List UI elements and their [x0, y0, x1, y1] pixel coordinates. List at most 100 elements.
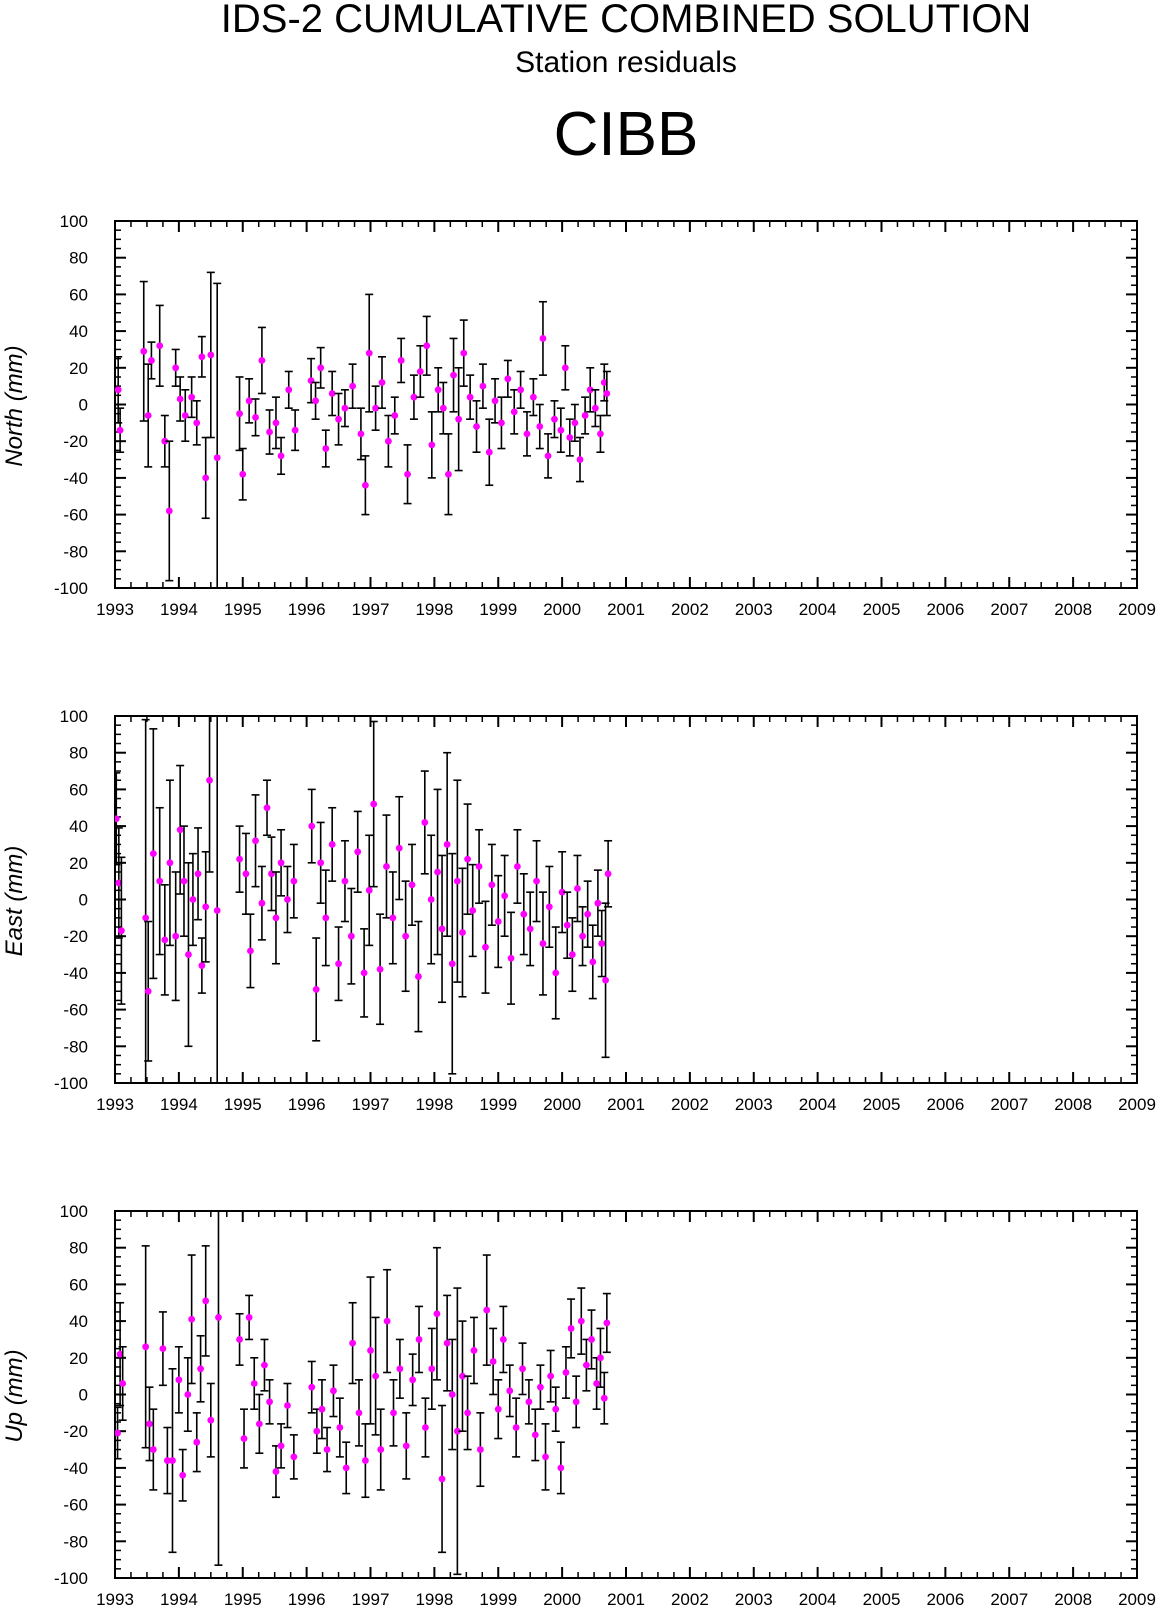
up-x-tick-label: 2009	[1118, 1590, 1156, 1609]
east-data-point	[277, 859, 285, 867]
up-data-point	[562, 1369, 570, 1376]
east-data-point	[166, 859, 174, 867]
east-data-point	[598, 940, 606, 947]
east-data-point	[408, 881, 416, 889]
east-data-point	[365, 886, 373, 894]
up-data-point	[336, 1424, 344, 1431]
up-data-point	[250, 1380, 258, 1387]
up-x-tick-label: 2003	[735, 1590, 773, 1609]
east-data-point	[459, 929, 466, 936]
up-data-point	[330, 1387, 337, 1395]
north-data-point	[479, 382, 487, 390]
north-data-point	[181, 412, 189, 419]
east-x-tick-label: 2006	[926, 1095, 964, 1114]
east-x-tick-label: 1993	[96, 1095, 134, 1114]
north-data-point	[116, 426, 124, 434]
east-data-point	[482, 943, 489, 951]
up-data-point	[261, 1361, 268, 1369]
north-data-point	[140, 347, 148, 355]
north-data-point	[566, 434, 574, 441]
east-data-point	[443, 841, 451, 848]
north-data-point	[335, 415, 342, 423]
east-data-point	[370, 800, 378, 808]
north-data-point	[491, 397, 499, 405]
up-y-tick-label: -60	[63, 1496, 88, 1515]
east-y-tick-label: 0	[79, 891, 88, 910]
north-data-point	[161, 437, 169, 445]
up-data-point	[277, 1442, 285, 1450]
up-data-point	[572, 1398, 580, 1406]
north-x-tick-label: 1997	[352, 600, 390, 619]
east-x-tick-label: 1995	[224, 1095, 262, 1114]
up-data-point	[494, 1405, 502, 1413]
north-data-point	[603, 390, 611, 397]
east-x-tick-label: 2003	[735, 1095, 773, 1114]
north-data-point	[504, 375, 512, 383]
up-data-point	[361, 1457, 369, 1464]
east-data-point	[539, 940, 547, 947]
up-data-point	[506, 1387, 514, 1395]
up-data-point	[159, 1345, 167, 1353]
north-data-point	[473, 423, 480, 430]
east-series	[115, 716, 613, 1083]
north-data-point	[576, 456, 584, 463]
up-plot-frame	[114, 1210, 1138, 1579]
east-data-point	[520, 910, 528, 918]
east-data-point	[242, 870, 250, 878]
north-data-point	[322, 445, 330, 452]
up-data-point	[577, 1317, 585, 1325]
up-data-point	[567, 1325, 575, 1332]
east-data-point	[335, 960, 342, 968]
north-data-point	[176, 395, 184, 403]
up-data-point	[552, 1405, 560, 1413]
north-y-tick-label: -20	[63, 432, 88, 451]
up-data-point	[188, 1315, 196, 1323]
north-y-tick-label: 60	[69, 285, 88, 304]
up-data-point	[367, 1347, 374, 1354]
up-data-point	[215, 1314, 222, 1321]
east-data-point	[189, 896, 197, 903]
east-data-point	[501, 892, 509, 900]
east-data-point	[602, 976, 609, 984]
north-data-point	[144, 412, 152, 419]
east-data-point	[161, 936, 169, 944]
east-x-tick-label: 2000	[543, 1095, 581, 1114]
east-data-point	[594, 899, 602, 907]
north-series	[115, 271, 611, 588]
east-data-point	[427, 896, 435, 903]
east-x-tick-label: 2004	[799, 1095, 837, 1114]
east-data-point	[389, 914, 397, 922]
up-data-point	[547, 1372, 555, 1380]
north-data-point	[291, 426, 299, 434]
up-data-point	[149, 1446, 157, 1453]
north-data-point	[193, 419, 201, 427]
up-y-tick-label: 80	[69, 1239, 88, 1258]
north-x-tick-label: 2006	[926, 600, 964, 619]
up-x-tick-label: 1993	[96, 1590, 134, 1609]
up-x-tick-label: 1996	[288, 1590, 326, 1609]
up-data-point	[179, 1471, 187, 1479]
up-data-point	[428, 1365, 436, 1373]
up-data-point	[207, 1416, 215, 1424]
figure-title: IDS-2 CUMULATIVE COMBINED SOLUTION	[221, 0, 1031, 41]
north-data-point	[557, 426, 565, 434]
up-data-point	[415, 1336, 423, 1343]
east-data-point	[317, 859, 325, 867]
up-data-point	[499, 1336, 507, 1343]
up-data-point	[290, 1453, 298, 1461]
east-data-point	[272, 914, 280, 922]
east-data-point	[579, 932, 586, 940]
north-data-point	[544, 452, 552, 460]
east-data-point	[558, 888, 566, 896]
east-y-tick-label: -100	[54, 1074, 88, 1093]
up-data-point	[313, 1427, 321, 1435]
north-data-point	[571, 419, 579, 427]
east-data-point	[252, 837, 259, 845]
east-data-point	[142, 914, 150, 922]
up-x-tick-label: 1994	[160, 1590, 198, 1609]
east-x-tick-label: 2008	[1054, 1095, 1092, 1114]
north-y-tick-label: -100	[54, 579, 88, 598]
east-x-tick-label: 2009	[1118, 1095, 1156, 1114]
up-y-tick-label: -40	[63, 1459, 88, 1478]
north-data-point	[236, 410, 243, 418]
